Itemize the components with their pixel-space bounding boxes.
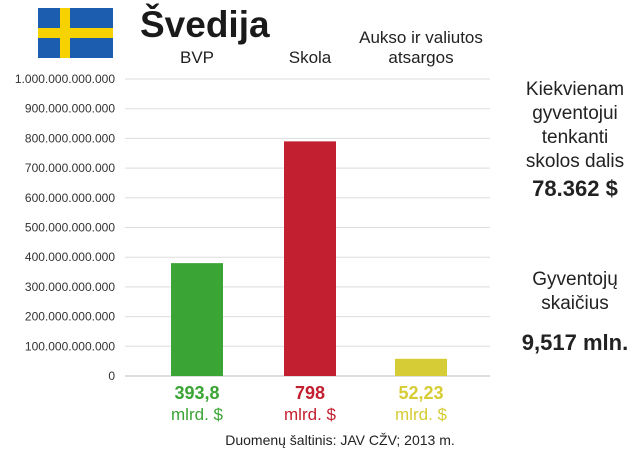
y-tick-label: 700.000.000.000 [25,161,115,175]
category-label: BVP [117,48,277,68]
population-value: 9,517 mln. [521,330,629,355]
debt-per-capita-label-line: gyventojui [532,103,618,124]
debt-per-capita-value: 78.362 $ [532,176,618,201]
y-tick-label: 100.000.000.000 [25,339,115,353]
population-label-line: skaičius [541,293,609,314]
sweden-flag-icon [38,8,113,58]
category-label: Aukso ir valiutos atsargos [341,28,501,68]
population-label-line: Gyventojų [532,269,618,290]
y-tick-label: 1.000.000.000.000 [15,72,115,86]
y-tick-label: 300.000.000.000 [25,280,115,294]
y-tick-label: 800.000.000.000 [25,131,115,145]
category-label-line: Skola [288,48,332,67]
category-label: Skola [230,48,390,68]
bar [395,358,447,376]
debt-per-capita-label-line: skolos dalis [525,151,625,172]
data-label: 52,23 mlrd. $ [366,383,476,425]
data-label-value: 798 [294,383,326,403]
population-label: Gyventojų skaičius [510,268,640,316]
y-tick-label: 400.000.000.000 [25,250,115,264]
y-tick-label: 200.000.000.000 [25,310,115,324]
data-label-unit: mlrd. $ [395,405,447,424]
data-label-unit: mlrd. $ [284,405,336,424]
page-title: Švedija [140,4,270,45]
category-label-line: atsargos [388,48,454,67]
data-label: 393,8 mlrd. $ [142,383,252,425]
bar [171,263,223,376]
bar [284,141,336,376]
y-tick-label: 900.000.000.000 [25,102,115,116]
debt-per-capita-label: Kiekvienam gyventojui tenkanti skolos da… [510,78,640,174]
category-label-line: BVP [179,48,215,67]
y-tick-label: 0 [108,369,115,383]
debt-per-capita-label-line: Kiekvienam [525,79,625,100]
data-label-unit: mlrd. $ [171,405,223,424]
category-label-line: Aukso ir valiutos [359,28,483,47]
y-tick-label: 500.000.000.000 [25,221,115,235]
data-label-value: 52,23 [398,383,444,403]
y-tick-label: 600.000.000.000 [25,191,115,205]
data-label: 798 mlrd. $ [255,383,365,425]
source-note: Duomenų šaltinis: JAV CŽV; 2013 m. [225,432,455,448]
debt-per-capita-label-line: tenkanti [541,127,609,148]
data-label-value: 393,8 [174,383,220,403]
